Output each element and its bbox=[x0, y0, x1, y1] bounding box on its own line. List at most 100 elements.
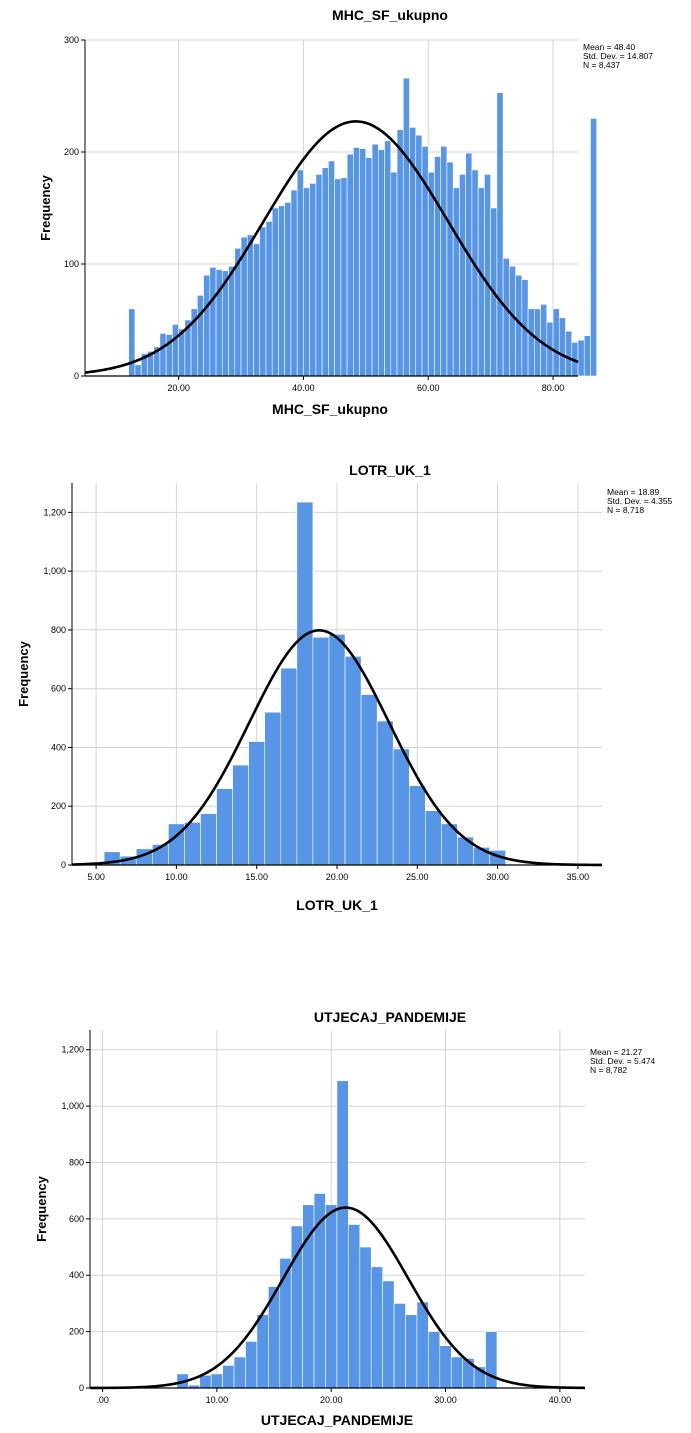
histogram-2: 0 200 400 600 800 1,000 1,200 5.00 10.00 15.00 20.… bbox=[16, 462, 673, 913]
x-axis-label: UTJECAJ_PANDEMIJE bbox=[261, 1412, 413, 1428]
histogram-bar bbox=[360, 694, 378, 866]
y-tick-label: 1,000 bbox=[61, 1101, 84, 1111]
stats-line: N = 8,718 bbox=[607, 505, 644, 515]
histogram-bar bbox=[477, 187, 485, 377]
x-tick-label: 80.00 bbox=[542, 383, 565, 393]
histogram-bar bbox=[328, 160, 335, 377]
histogram-bar bbox=[334, 178, 342, 377]
histogram-bar bbox=[590, 118, 598, 377]
histogram-bar bbox=[439, 1345, 452, 1389]
histogram-bar bbox=[248, 741, 266, 866]
histogram-bar bbox=[284, 202, 292, 377]
normal-curve bbox=[84, 120, 579, 374]
histogram-bar bbox=[172, 324, 179, 377]
y-tick-label: 1,200 bbox=[61, 1045, 84, 1055]
histogram-bar bbox=[264, 711, 282, 866]
histogram-bar bbox=[233, 1356, 246, 1389]
x-tick-label: .00 bbox=[96, 1395, 109, 1405]
histogram-bar bbox=[392, 748, 410, 866]
y-tick-label: 800 bbox=[69, 1157, 84, 1167]
histogram-3: 0 200 400 600 800 1,000 1,200 .00 10.00 20.00 30.0… bbox=[34, 1009, 656, 1428]
histogram-bar bbox=[440, 146, 448, 377]
histogram-bar bbox=[232, 764, 249, 866]
x-tick-label: 25.00 bbox=[406, 872, 429, 882]
histogram-bar bbox=[465, 152, 473, 377]
y-tick-label: 100 bbox=[64, 259, 79, 269]
histogram-bar bbox=[434, 156, 442, 377]
histogram-bar bbox=[303, 187, 310, 377]
y-tick-label: 1,200 bbox=[43, 507, 66, 517]
histogram-bar bbox=[265, 221, 273, 377]
histogram-bar bbox=[459, 174, 466, 377]
histogram-bar bbox=[534, 308, 541, 377]
histogram-bar bbox=[271, 207, 279, 377]
histogram-bar bbox=[128, 308, 136, 377]
y-tick-label: 800 bbox=[51, 625, 66, 635]
histogram-bar bbox=[509, 265, 516, 377]
y-tick-label: 400 bbox=[69, 1270, 84, 1280]
histogram-bar bbox=[353, 147, 360, 377]
histogram-bar bbox=[315, 174, 323, 377]
histogram-bar bbox=[290, 189, 298, 377]
x-tick-label: 35.00 bbox=[567, 872, 590, 882]
histogram-bar bbox=[390, 171, 398, 377]
histogram-bar bbox=[296, 501, 314, 866]
y-tick-label: 1,000 bbox=[43, 566, 66, 576]
histogram-bar bbox=[565, 330, 573, 377]
histogram-bar bbox=[279, 1258, 292, 1389]
histogram-bar bbox=[346, 153, 354, 377]
histogram-bar bbox=[376, 720, 394, 866]
histogram-bar bbox=[583, 335, 591, 377]
stats-line: N = 8,782 bbox=[590, 1065, 627, 1075]
histogram-bar bbox=[485, 1331, 498, 1389]
x-tick-label: 10.00 bbox=[165, 872, 188, 882]
histogram-bar bbox=[253, 243, 261, 377]
histogram-bar bbox=[405, 1314, 418, 1389]
x-axis-label: LOTR_UK_1 bbox=[296, 897, 378, 913]
y-tick-label: 200 bbox=[51, 801, 66, 811]
y-axis-label: Frequency bbox=[34, 1175, 49, 1242]
y-tick-label: 200 bbox=[64, 147, 79, 157]
histogram-bar bbox=[416, 1301, 429, 1389]
histogram-bar bbox=[408, 785, 426, 866]
x-tick-label: 20.00 bbox=[326, 872, 349, 882]
histogram-bar bbox=[359, 148, 367, 377]
stats-line: Mean = 48.40 bbox=[583, 42, 635, 52]
x-tick-label: 15.00 bbox=[245, 872, 268, 882]
histogram-bar bbox=[344, 656, 362, 866]
histogram-bar bbox=[197, 295, 204, 377]
y-tick-label: 300 bbox=[64, 35, 79, 45]
stats-line: Std. Dev. = 4.355 bbox=[607, 496, 673, 506]
y-tick-label: 400 bbox=[51, 742, 66, 752]
histogram-bar bbox=[552, 308, 560, 377]
stats-line: Mean = 21.27 bbox=[590, 1047, 642, 1057]
histogram-bar bbox=[540, 304, 548, 377]
x-tick-label: 5.00 bbox=[87, 872, 105, 882]
histogram-bar bbox=[471, 169, 479, 377]
histogram-bar bbox=[209, 267, 217, 377]
y-tick-label: 600 bbox=[51, 684, 66, 694]
histogram-bar bbox=[228, 265, 236, 377]
y-tick-label: 0 bbox=[61, 860, 66, 870]
histogram-bar bbox=[340, 177, 348, 377]
histogram-bar bbox=[348, 1224, 361, 1389]
y-tick-label: 200 bbox=[69, 1327, 84, 1337]
histogram-bar bbox=[502, 258, 510, 377]
histogram-bar bbox=[184, 822, 201, 866]
histogram-bar bbox=[328, 634, 346, 866]
stats-line: Std. Dev. = 14.807 bbox=[583, 51, 653, 61]
x-tick-label: 60.00 bbox=[417, 383, 440, 393]
histogram-bar bbox=[325, 1204, 338, 1389]
histogram-bar bbox=[450, 1356, 463, 1389]
histogram-bar bbox=[484, 174, 491, 377]
histogram-bar bbox=[199, 1375, 212, 1389]
histogram-bar bbox=[427, 171, 435, 377]
histogram-bar bbox=[558, 317, 566, 377]
histogram-bar bbox=[203, 274, 211, 377]
histogram-bar bbox=[216, 788, 233, 866]
histogram-bar bbox=[278, 205, 285, 377]
histogram-bar bbox=[134, 364, 142, 377]
stats-line: N = 8,437 bbox=[583, 60, 620, 70]
x-tick-label: 20.00 bbox=[320, 1395, 343, 1405]
histogram-1: 0 100 200 300 20.00 40.00 60.00 80.00 MHC_SF_uku… bbox=[38, 7, 653, 417]
